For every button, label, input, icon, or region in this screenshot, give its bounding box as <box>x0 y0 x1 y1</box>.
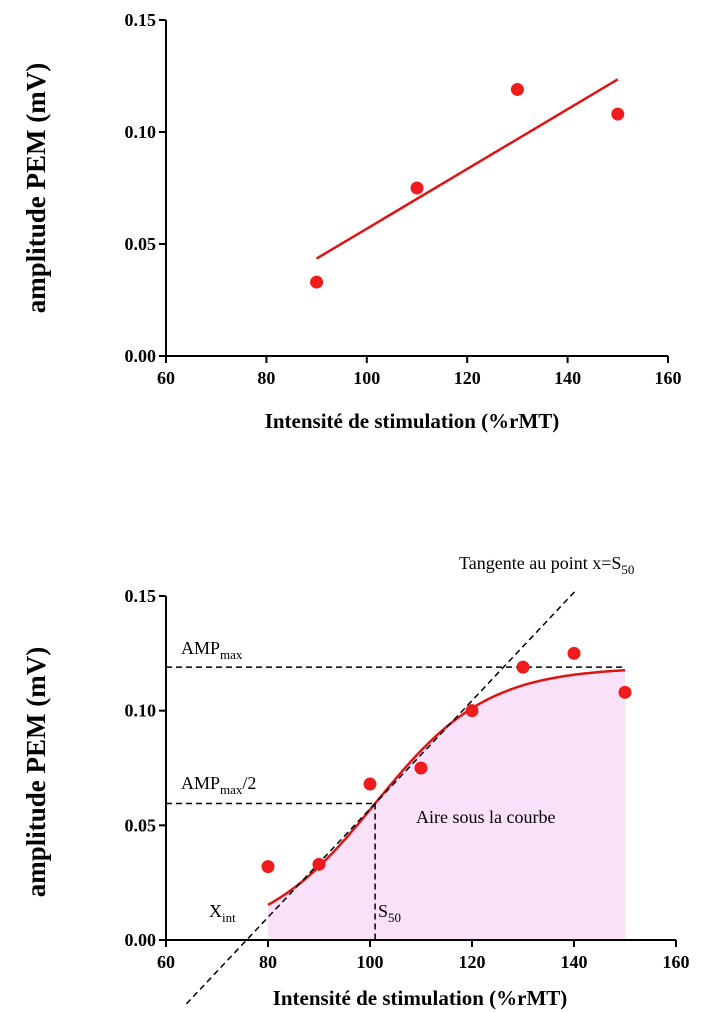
chart-1-x-tick-label: 120 <box>454 368 481 388</box>
chart-1-x-tick-label: 100 <box>353 368 380 388</box>
data-point <box>312 857 326 871</box>
data-point <box>510 82 524 96</box>
chart-2-tangent-line <box>185 589 578 1005</box>
data-point <box>611 107 625 121</box>
chart-2-x-tick-label: 100 <box>357 952 384 972</box>
data-point <box>465 704 479 718</box>
chart-1-y-tick-label: 0.10 <box>125 122 157 142</box>
data-point <box>363 777 377 791</box>
chart-2-y-tick-label: 0.15 <box>125 586 157 606</box>
chart-1-x-axis-label: Intensité de stimulation (%rMT) <box>265 409 560 433</box>
chart-2-x-tick-label: 160 <box>663 952 690 972</box>
chart-2-x-axis-label: Intensité de stimulation (%rMT) <box>273 986 568 1010</box>
chart-1-x-tick-label: 140 <box>554 368 581 388</box>
chart-1-y-axis-label: amplitude PEM (mV) <box>21 63 51 313</box>
data-point <box>516 660 530 674</box>
chart-2-x-tick-label: 140 <box>561 952 588 972</box>
chart-2-y-tick-label: 0.00 <box>125 930 157 950</box>
chart-2-amp-half-label: AMPmax/2 <box>181 773 256 797</box>
chart-2-y-tick-label: 0.05 <box>125 815 157 835</box>
chart-2-amp-max-label: AMPmax <box>181 638 243 662</box>
data-point <box>410 181 424 195</box>
chart-1-y-tick-label: 0.05 <box>125 234 157 254</box>
chart-2-x-tick-label: 120 <box>459 952 486 972</box>
chart-2-x-tick-label: 80 <box>259 952 277 972</box>
chart-1-x-tick-label: 160 <box>655 368 682 388</box>
chart-1-fit-line <box>315 78 619 260</box>
chart-1-x-tick-label: 80 <box>257 368 275 388</box>
data-point <box>261 860 275 874</box>
chart-2-x-tick-label: 60 <box>157 952 175 972</box>
chart-2-s50-label: S50 <box>378 901 401 925</box>
chart-2-area-under-curve <box>268 670 625 940</box>
chart-1: 60 80 100 120 140 160 0.00 0.05 0.10 0.15 Intens… <box>21 10 682 433</box>
chart-1-x-tick-label: 60 <box>157 368 175 388</box>
chart-1-y-tick-label: 0.15 <box>125 10 157 30</box>
chart-2: 60 80 100 120 140 160 0.00 0.05 0.10 0.15 Tangen… <box>21 553 690 1010</box>
chart-2-tangent-label: Tangente au point x=S50 <box>459 553 634 577</box>
data-point <box>310 275 324 289</box>
chart-2-auc-label: Aire sous la courbe <box>416 807 555 827</box>
data-point <box>567 646 581 660</box>
data-point <box>618 685 632 699</box>
chart-2-y-tick-label: 0.10 <box>125 701 157 721</box>
chart-2-xint-label: Xint <box>209 901 236 925</box>
chart-1-y-tick-label: 0.00 <box>125 346 157 366</box>
chart-2-y-axis-label: amplitude PEM (mV) <box>21 647 51 897</box>
data-point <box>414 761 428 775</box>
